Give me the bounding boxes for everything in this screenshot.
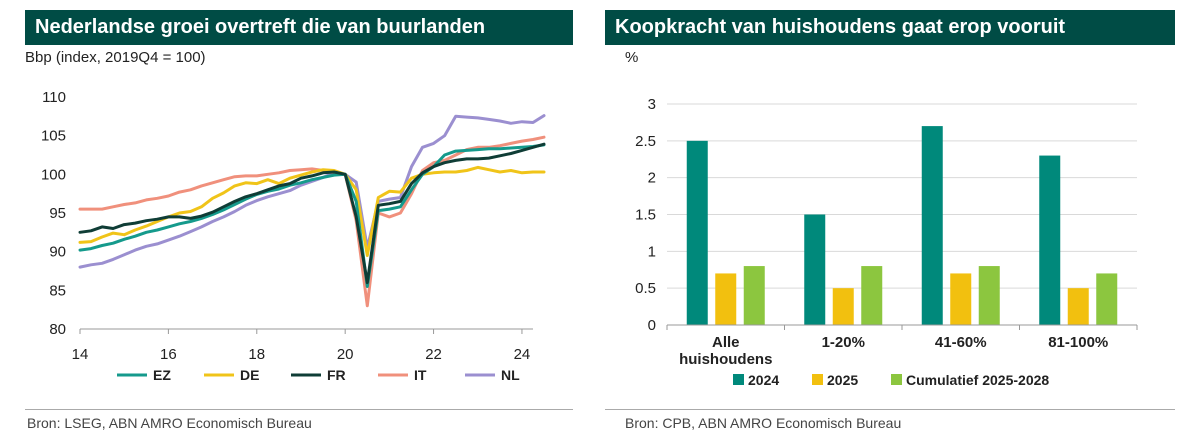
series-line-ez [78,143,546,288]
bar-2025-3 [1067,288,1089,325]
legend-item-1: 2025 [812,372,858,388]
y-tick-label: 2 [648,170,656,187]
series-line-fr [78,142,546,285]
divider-line [25,409,573,410]
bar-2025-0 [715,273,737,325]
y-tick-label: 1.5 [635,207,656,224]
x-tick-label-line: huishoudens [679,351,772,368]
y-tick-label: 110 [42,89,66,106]
x-tick-label-line: 1-20% [822,334,865,351]
legend-item-ez: EZ [117,367,171,383]
legend-item-de: DE [204,367,259,383]
bar-cumulatief-0 [743,266,765,325]
y-tick-label: 80 [49,321,66,338]
legend-label: 2025 [827,372,858,388]
x-tick-label: 16 [160,346,177,363]
bar-2025-1 [832,288,854,325]
bar-cumulatief-3 [1096,273,1118,325]
x-tick-label: 18 [248,346,265,363]
y-tick-label: 100 [41,166,66,183]
y-tick-label: 0.5 [635,280,656,297]
purchasing-power-bar-chart: 0 0.5 1 1.5 2 2.5 3 Alle huishoudens 1-20% 41-60% 8… [635,96,1138,388]
legend-label: FR [327,367,346,383]
x-tick-label: 24 [514,346,531,363]
legend-item-it: IT [378,367,427,383]
gdp-chart-panel: Nederlandse groei overtreft die van buur… [0,0,578,440]
y-tick-label: 3 [648,96,656,113]
y-tick-label: 1 [648,243,656,260]
source-note: Bron: LSEG, ABN AMRO Economisch Bureau [27,415,312,431]
x-tick-label: 1-20% [822,334,865,351]
bar-cumulatief-2 [978,266,1000,325]
y-tick-label: 95 [49,205,66,222]
chart-title: Nederlandse groei overtreft die van buur… [25,10,573,45]
x-tick-label-line: 41-60% [935,334,987,351]
legend-swatch [812,374,823,385]
x-tick-label: 22 [425,346,442,363]
legend-label: 2024 [748,372,779,388]
x-tick-label: 81-100% [1048,334,1108,351]
divider-line [605,409,1175,410]
bar-2025-2 [950,273,972,325]
chart-title: Koopkracht van huishoudens gaat erop voo… [605,10,1175,45]
x-tick-label: Alle huishoudens [679,334,772,368]
bar-2024-2 [921,126,943,325]
legend-label: Cumulatief 2025-2028 [906,372,1049,388]
bar-cumulatief-1 [861,266,883,325]
y-axis-label: % [625,49,639,66]
legend-label: NL [501,367,520,383]
legend-label: EZ [153,367,171,383]
gdp-line-chart: 80 85 90 95 100 105 110 14 16 18 20 22 24 EZ DE FR IT NL [41,89,546,383]
x-tick-label-line: Alle [712,334,740,351]
y-tick-label: 90 [49,244,66,261]
x-tick-label: 14 [72,346,89,363]
purchasing-power-panel: Koopkracht van huishoudens gaat erop voo… [605,0,1180,440]
series-line-de [78,165,546,257]
x-tick-label-line: 81-100% [1048,334,1108,351]
y-tick-label: 0 [648,317,656,334]
bar-2024-0 [686,140,708,325]
y-tick-label: 2.5 [635,133,656,150]
series-line-nl [78,114,546,269]
legend-item-fr: FR [291,367,346,383]
legend-label: DE [240,367,259,383]
legend-item-nl: NL [465,367,520,383]
legend-item-0: 2024 [733,372,779,388]
legend-item-2: Cumulatief 2025-2028 [891,372,1049,388]
y-axis-label: Bbp (index, 2019Q4 = 100) [25,49,206,66]
legend-swatch [891,374,902,385]
x-tick-label: 41-60% [935,334,987,351]
legend-label: IT [414,367,427,383]
bar-2024-3 [1039,155,1061,325]
legend-swatch [733,374,744,385]
bar-2024-1 [804,214,826,325]
y-tick-label: 85 [49,282,66,299]
y-tick-label: 105 [41,128,66,145]
source-note: Bron: CPB, ABN AMRO Economisch Bureau [625,415,902,431]
x-tick-label: 20 [337,346,354,363]
